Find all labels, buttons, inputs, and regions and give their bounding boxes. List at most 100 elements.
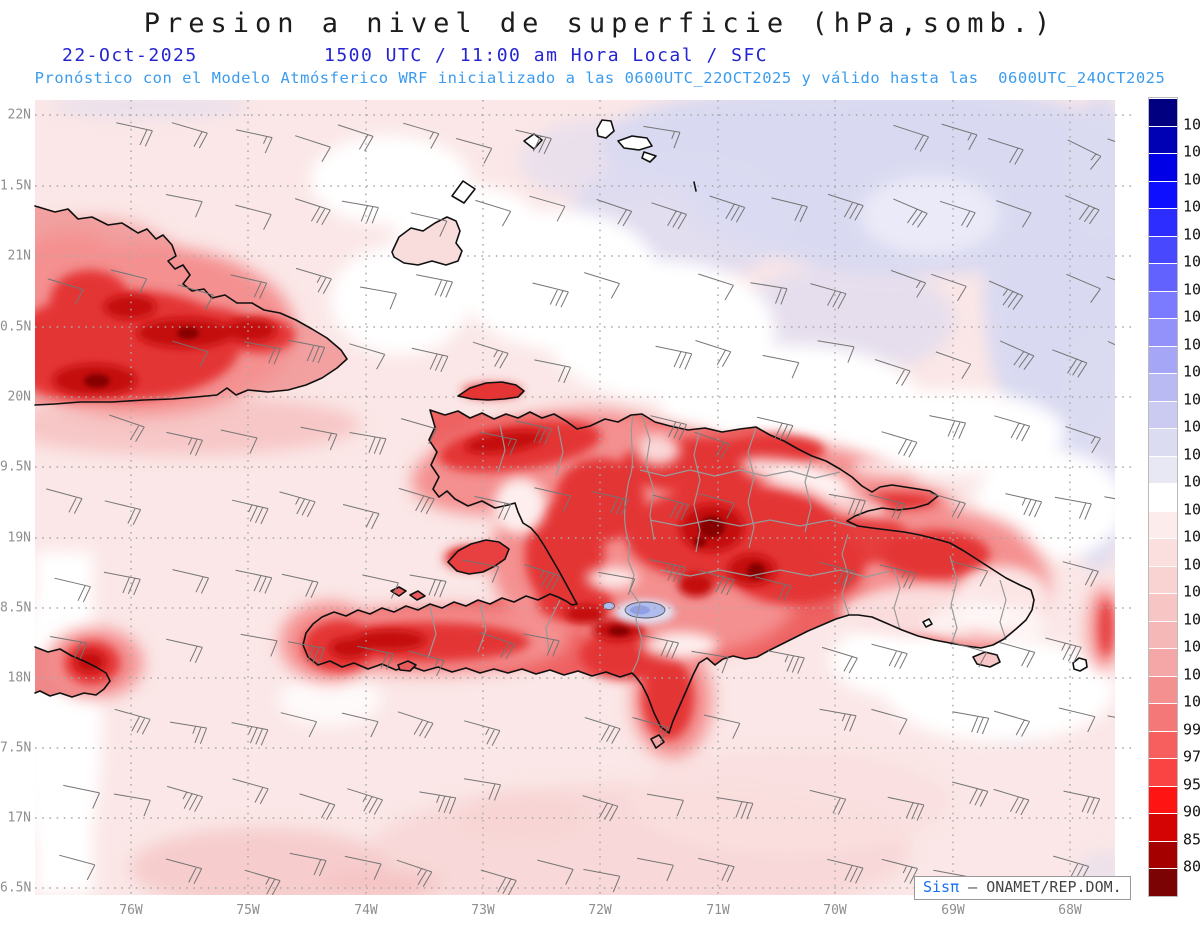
colorbar-level: 1006 [1183,610,1200,629]
colorbar-level: 800 [1183,857,1200,876]
cayemites-island-2 [409,590,426,601]
pi-symbol: π [950,878,960,896]
little-inagua-island [451,180,476,204]
colorbar-segment [1149,208,1177,236]
colorbar-segment [1149,703,1177,731]
lon-label: 73W [471,903,495,918]
colorbar-segment [1149,510,1177,539]
colorbar-segment [1149,98,1177,126]
colorbar-level: 970 [1183,747,1200,766]
colorbar-segment [1149,235,1177,264]
colorbar-segment [1149,290,1177,319]
beata-island [650,734,665,749]
lat-label: 22N [7,107,31,123]
high-pressure-shading [50,100,1115,895]
sispi-brand: Sis [923,878,951,896]
colorbar-segment [1149,565,1177,594]
lat-label: 18N [7,670,31,686]
colorbar-segment [1149,400,1177,429]
caicos-island-2 [617,135,653,151]
ile-a-vache-island [397,660,417,672]
colorbar-level: 1028 [1183,225,1200,244]
colorbar-segment [1149,263,1177,291]
colorbar-level: 1016 [1183,417,1200,436]
colorbar-segment [1149,153,1177,181]
lat-label: 6.5N [0,880,32,896]
colorbar-segment [1149,428,1177,456]
caicos-island-1 [596,119,615,139]
colorbar-level: 1002 [1183,665,1200,684]
colorbar-segment [1149,538,1177,566]
lat-label: 17N [7,810,31,826]
lon-label: 71W [706,903,730,918]
colorbar-level: 950 [1183,775,1200,794]
cuba-coastline [34,205,348,406]
lon-label: 68W [1058,903,1082,918]
colorbar-segment [1149,840,1177,869]
colorbar-level: 1004 [1183,637,1200,656]
colorbar-level: 1020 [1183,307,1200,326]
colorbar-level: 1018 [1183,362,1200,381]
colorbar-level: 1040 [1183,142,1200,161]
hispaniola-coastline [302,409,1035,734]
lon-label: 72W [588,903,612,918]
onamet-watermark: Sisπ – ONAMET/REP.DOM. [914,876,1131,900]
colorbar-segment [1149,620,1177,649]
colorbar-level: 1000 [1183,692,1200,711]
colorbar-segment [1149,373,1177,401]
pressure-colorbar [1148,97,1178,897]
lon-label: 75W [236,903,260,918]
colorbar-level: 1050 [1183,115,1200,134]
tortuga-island [457,381,525,401]
lake-enriquillo [603,600,675,624]
lon-label: 69W [941,903,965,918]
neutral-pressure-band [35,135,1115,895]
lat-label: 20N [7,389,31,405]
colorbar-level: 1015 [1183,445,1200,464]
lon-label: 74W [354,903,378,918]
grand-turk-island [693,181,697,192]
colorbar-level: 1035 [1183,170,1200,189]
lat-label: 19N [7,530,31,546]
datetime-line: 22-Oct-2025 1500 UTC / 11:00 am Hora Loc… [0,45,1200,129]
mona-island [1072,657,1088,672]
colorbar-segment [1149,455,1177,484]
colorbar-level: 1030 [1183,197,1200,216]
colorbar-level: 1017 [1183,390,1200,409]
caicos-island-4 [523,133,543,150]
lat-label: 7.5N [0,740,32,756]
colorbar-level: 990 [1183,720,1200,739]
watermark-separator: – [959,878,987,896]
jamaica-coastline [34,646,111,698]
colorbar-segment [1149,180,1177,209]
colorbar-segment [1149,125,1177,154]
lat-label: 9.5N [0,459,32,475]
forecast-description: Pronóstico con el Modelo Atmósferico WRF… [34,69,1166,87]
catalina-island [922,618,933,628]
valid-time: 1500 UTC / 11:00 am Hora Local / SFC [324,45,769,66]
lat-label: 21N [7,248,31,264]
colorbar-level: 1013 [1183,500,1200,519]
colorbar-segment [1149,868,1177,896]
run-date: 22-Oct-2025 [62,45,198,66]
colorbar-level: 900 [1183,802,1200,821]
colorbar-segment [1149,758,1177,786]
colorbar-level: 1022 [1183,280,1200,299]
colorbar-segment [1149,318,1177,346]
page-title: Presion a nivel de superficie (hPa,somb.… [143,8,1057,39]
colorbar-segment [1149,483,1177,511]
colorbar-segment [1149,648,1177,676]
caicos-island-3 [641,151,657,163]
wind-barb-glyphs [46,122,1115,895]
pale-valley-overlays [494,435,1050,658]
lon-label: 76W [119,903,143,918]
colorbar-level: 1012 [1183,527,1200,546]
colorbar-segment [1149,813,1177,841]
colorbar-level: 850 [1183,830,1200,849]
colorbar-level: 1008 [1183,582,1200,601]
great-inagua-island [391,216,463,266]
lat-label: 1.5N [0,178,32,194]
